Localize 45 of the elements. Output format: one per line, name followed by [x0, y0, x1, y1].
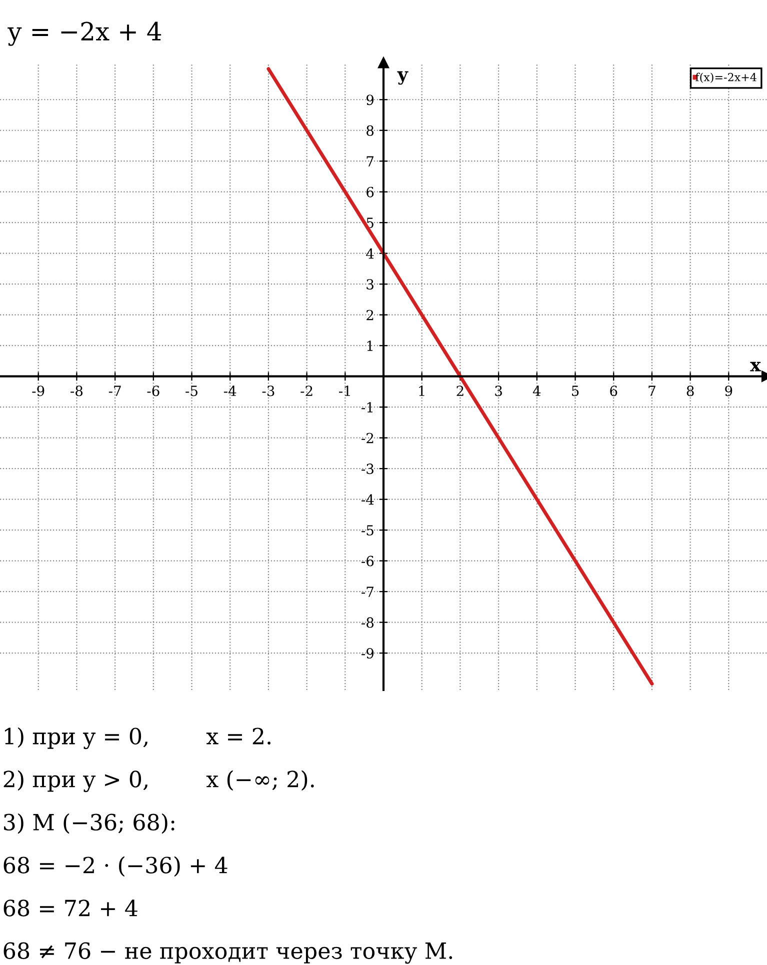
x-tick-label: -2: [300, 386, 312, 396]
y-axis-title: y: [397, 71, 408, 85]
x-tick-label: 3: [495, 386, 502, 396]
y-tick-label: -8: [362, 617, 374, 628]
text: 68 = 72 + 4: [4, 900, 138, 916]
x-tick-label: -7: [108, 386, 121, 396]
y-tick-label: 2: [366, 310, 374, 320]
y-tick-label: 7: [366, 156, 374, 166]
x-tick-label: 8: [686, 386, 694, 396]
text: 68 = −2 · (−36) + 4: [4, 856, 228, 877]
y-tick-label: 8: [366, 125, 374, 136]
text: 1) при y = 0, x = 2.: [5, 727, 270, 750]
chart-title: y = −2x + 4: [8, 22, 162, 46]
x-tick-label: 5: [572, 386, 579, 396]
text: 68 ≠ 76 − не проходит через точку M.: [4, 942, 452, 964]
y-tick-label: -6: [362, 556, 374, 566]
y-tick-label: -9: [362, 648, 374, 659]
x-tick-label: 1: [419, 386, 424, 396]
text: 2) при y > 0, x (−∞; 2).: [4, 770, 314, 792]
x-tick-label: -5: [186, 386, 198, 396]
x-tick-label: 2: [456, 386, 464, 396]
y-tick-label: -2: [362, 432, 374, 444]
x-tick-label: -6: [147, 386, 160, 396]
y-tick-label: 6: [366, 186, 374, 198]
x-tick-label: -8: [70, 386, 83, 396]
y-tick-label: -3: [362, 464, 374, 474]
y-tick-label: 1: [367, 340, 372, 351]
y-tick-label: 4: [366, 248, 374, 259]
x-tick-label: 6: [610, 386, 618, 396]
y-tick-label: -4: [362, 494, 374, 505]
x-tick-label: 9: [725, 386, 732, 396]
y-tick-label: -1: [362, 402, 372, 412]
x-tick-label: -9: [32, 386, 44, 396]
y-tick-label: -7: [362, 586, 374, 597]
x-axis-title: x: [750, 362, 761, 372]
legend-label: f(x)=-2x+4: [696, 72, 756, 83]
text: 3) M (−36; 68):: [4, 813, 174, 834]
y-tick-label: -5: [362, 525, 374, 536]
x-tick-label: -1: [338, 386, 350, 396]
x-tick-label: 4: [532, 386, 541, 396]
y-tick-label: 3: [366, 279, 374, 290]
x-tick-label: -3: [262, 386, 274, 396]
x-tick-label: -4: [224, 386, 236, 396]
y-tick-label: 9: [366, 94, 374, 106]
x-tick-label: 7: [648, 386, 656, 396]
